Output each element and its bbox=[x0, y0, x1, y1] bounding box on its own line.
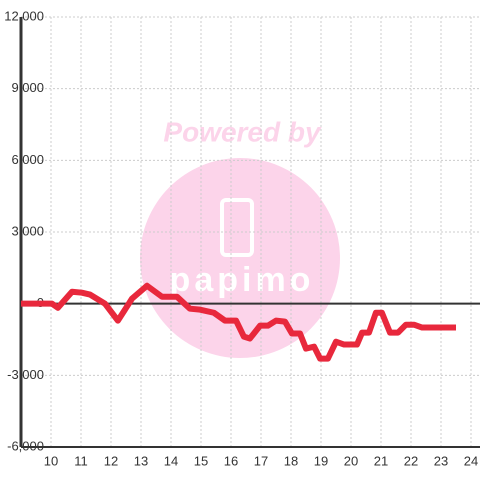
x-tick-label: 20 bbox=[344, 453, 358, 468]
x-tick-label: 17 bbox=[254, 453, 268, 468]
watermark-group: Powered by papimo bbox=[140, 116, 340, 358]
x-tick-label: 22 bbox=[404, 453, 418, 468]
x-tick-label: 12 bbox=[104, 453, 118, 468]
y-tick-label: -6,000 bbox=[7, 438, 44, 453]
y-tick-label: 6,000 bbox=[11, 152, 44, 167]
y-tick-label: 12,000 bbox=[4, 8, 44, 23]
x-tick-label: 21 bbox=[374, 453, 388, 468]
x-tick-label: 15 bbox=[194, 453, 208, 468]
data-line bbox=[21, 282, 456, 362]
x-tick-label: 19 bbox=[314, 453, 328, 468]
watermark-text: Powered by bbox=[163, 116, 322, 147]
x-tick-label: 24 bbox=[464, 453, 478, 468]
x-tick-label: 14 bbox=[164, 453, 178, 468]
y-tick-label: 3,000 bbox=[11, 223, 44, 238]
y-tick-label: 9,000 bbox=[11, 80, 44, 95]
x-tick-label: 23 bbox=[434, 453, 448, 468]
y-tick-label: -3,000 bbox=[7, 367, 44, 382]
x-tick-label: 11 bbox=[74, 453, 88, 468]
watermark-icon bbox=[220, 198, 254, 257]
watermark-logo: papimo bbox=[170, 261, 315, 299]
x-tick-label: 13 bbox=[134, 453, 148, 468]
x-tick-label: 18 bbox=[284, 453, 298, 468]
x-tick-label: 16 bbox=[224, 453, 238, 468]
x-tick-label: 10 bbox=[44, 453, 58, 468]
